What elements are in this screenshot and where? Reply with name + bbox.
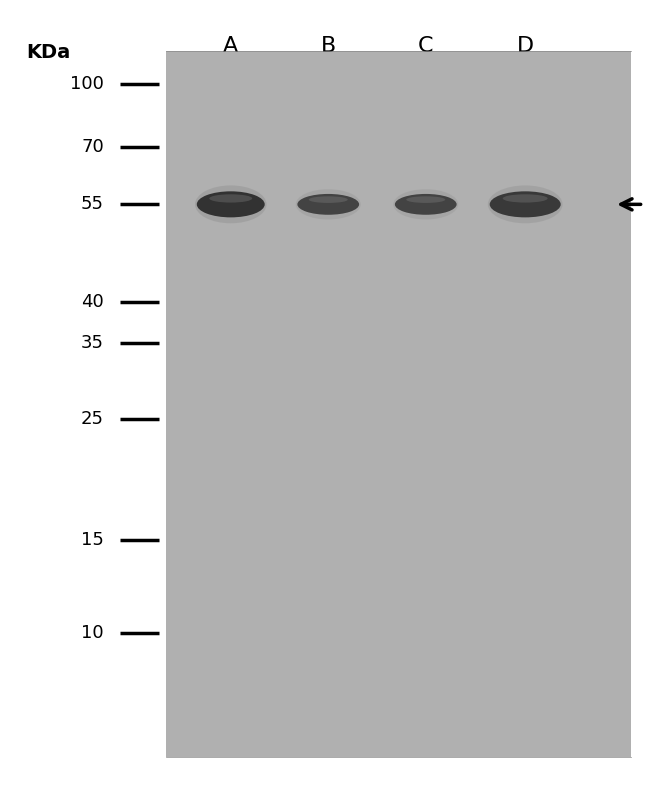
Ellipse shape [406,196,445,203]
Ellipse shape [296,189,361,219]
Ellipse shape [298,194,359,215]
Text: A: A [223,36,239,55]
Ellipse shape [488,185,563,223]
Text: 25: 25 [81,410,104,428]
Ellipse shape [197,192,265,218]
Text: 100: 100 [70,76,104,93]
Text: 35: 35 [81,335,104,352]
Ellipse shape [393,189,458,219]
Text: 55: 55 [81,196,104,213]
Ellipse shape [195,185,266,223]
Ellipse shape [309,196,348,203]
Ellipse shape [489,192,561,218]
Ellipse shape [209,194,252,203]
Ellipse shape [503,194,547,203]
Text: 70: 70 [81,138,104,155]
Text: 40: 40 [81,294,104,311]
Text: C: C [418,36,434,55]
Text: 15: 15 [81,531,104,548]
Text: 10: 10 [81,624,104,641]
Text: B: B [320,36,336,55]
Ellipse shape [395,194,456,215]
Text: D: D [517,36,534,55]
Text: KDa: KDa [26,43,70,62]
Bar [166,51,630,757]
